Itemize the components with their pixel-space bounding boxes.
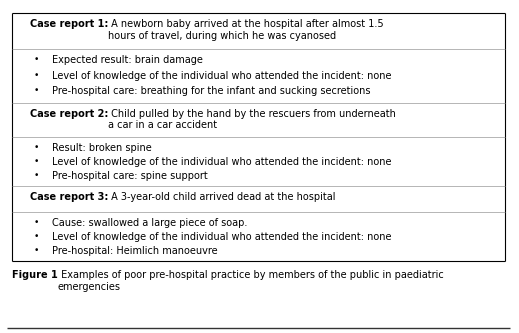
- Text: Result: broken spine: Result: broken spine: [52, 143, 152, 153]
- Text: •: •: [34, 55, 39, 64]
- Text: Level of knowledge of the individual who attended the incident: none: Level of knowledge of the individual who…: [52, 157, 391, 167]
- Text: •: •: [34, 86, 39, 95]
- Text: Level of knowledge of the individual who attended the incident: none: Level of knowledge of the individual who…: [52, 71, 391, 81]
- Text: Pre-hospital care: spine support: Pre-hospital care: spine support: [52, 171, 208, 181]
- Text: •: •: [34, 157, 39, 166]
- Text: Level of knowledge of the individual who attended the incident: none: Level of knowledge of the individual who…: [52, 232, 391, 242]
- Text: Figure 1: Figure 1: [12, 270, 58, 280]
- Text: •: •: [34, 171, 39, 180]
- Text: Cause: swallowed a large piece of soap.: Cause: swallowed a large piece of soap.: [52, 218, 248, 228]
- Text: Case report 2:: Case report 2:: [30, 109, 108, 119]
- Text: •: •: [34, 218, 39, 227]
- Text: Pre-hospital care: breathing for the infant and sucking secretions: Pre-hospital care: breathing for the inf…: [52, 86, 371, 96]
- Text: •: •: [34, 143, 39, 152]
- Text: A newborn baby arrived at the hospital after almost 1.5
hours of travel, during : A newborn baby arrived at the hospital a…: [108, 19, 384, 41]
- Text: •: •: [34, 71, 39, 80]
- Text: A 3-year-old child arrived dead at the hospital: A 3-year-old child arrived dead at the h…: [108, 192, 336, 202]
- Text: Case report 3:: Case report 3:: [30, 192, 108, 202]
- Text: •: •: [34, 246, 39, 255]
- Text: Pre-hospital: Heimlich manoeuvre: Pre-hospital: Heimlich manoeuvre: [52, 246, 217, 256]
- Text: Case report 1:: Case report 1:: [30, 19, 108, 29]
- Text: Expected result: brain damage: Expected result: brain damage: [52, 55, 203, 65]
- Text: Examples of poor pre-hospital practice by members of the public in paediatric
em: Examples of poor pre-hospital practice b…: [58, 270, 444, 292]
- Text: Child pulled by the hand by the rescuers from underneath
a car in a car accident: Child pulled by the hand by the rescuers…: [108, 109, 396, 130]
- Text: •: •: [34, 232, 39, 241]
